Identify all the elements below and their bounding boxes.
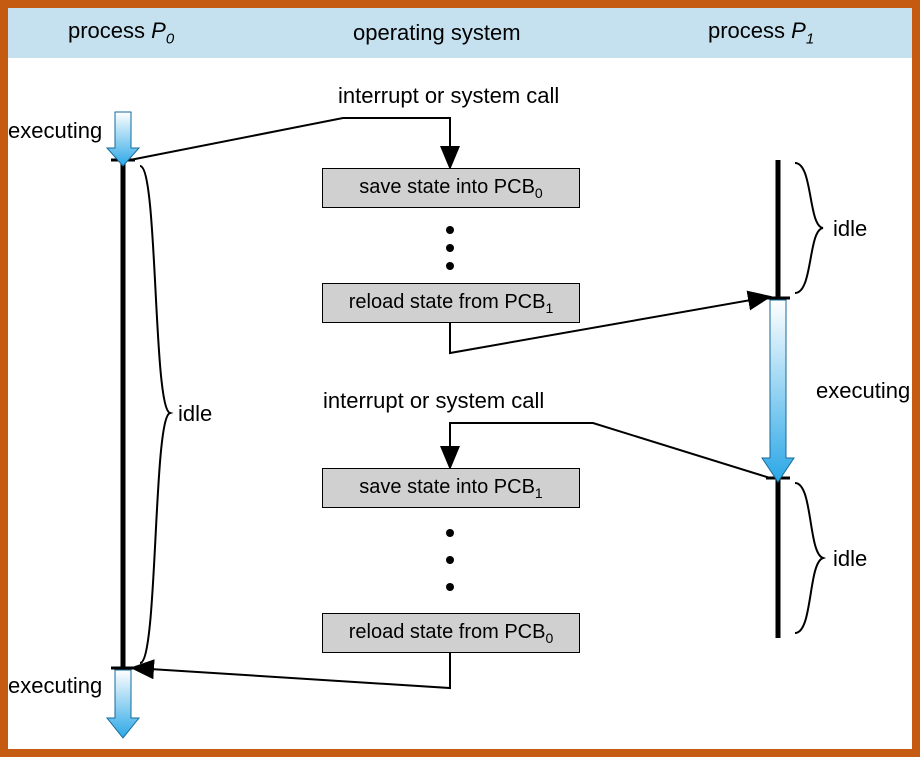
arrow-interrupt-1	[130, 118, 450, 166]
label-interrupt-1: interrupt or system call	[338, 83, 559, 109]
exec-arrow-p0-bottom	[107, 670, 139, 738]
box-save-pcb1: save state into PCB1	[322, 468, 580, 508]
box-reload-pcb1: reload state from PCB1	[322, 283, 580, 323]
box-save-pcb0: save state into PCB0	[322, 168, 580, 208]
label-idle-p1-top: idle	[833, 216, 867, 242]
label-executing-2: executing	[8, 673, 102, 699]
box-reload-pcb0: reload state from PCB0	[322, 613, 580, 653]
brace-p1-idle-top	[795, 163, 823, 293]
label-idle-p0: idle	[178, 401, 212, 427]
brace-p0-idle	[140, 166, 170, 663]
label-idle-p1-bottom: idle	[833, 546, 867, 572]
arrow-to-p0	[134, 653, 450, 688]
label-executing-3: executing	[816, 378, 910, 404]
label-executing-1: executing	[8, 118, 102, 144]
exec-arrow-p0-top	[107, 112, 139, 166]
exec-arrow-p1	[762, 300, 794, 482]
label-interrupt-2: interrupt or system call	[323, 388, 544, 414]
brace-p1-idle-bottom	[795, 483, 823, 633]
